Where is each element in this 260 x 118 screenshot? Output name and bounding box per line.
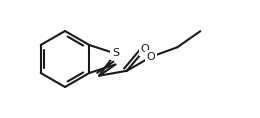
- Text: O: O: [140, 44, 149, 54]
- Text: S: S: [112, 48, 119, 59]
- Text: O: O: [147, 52, 155, 62]
